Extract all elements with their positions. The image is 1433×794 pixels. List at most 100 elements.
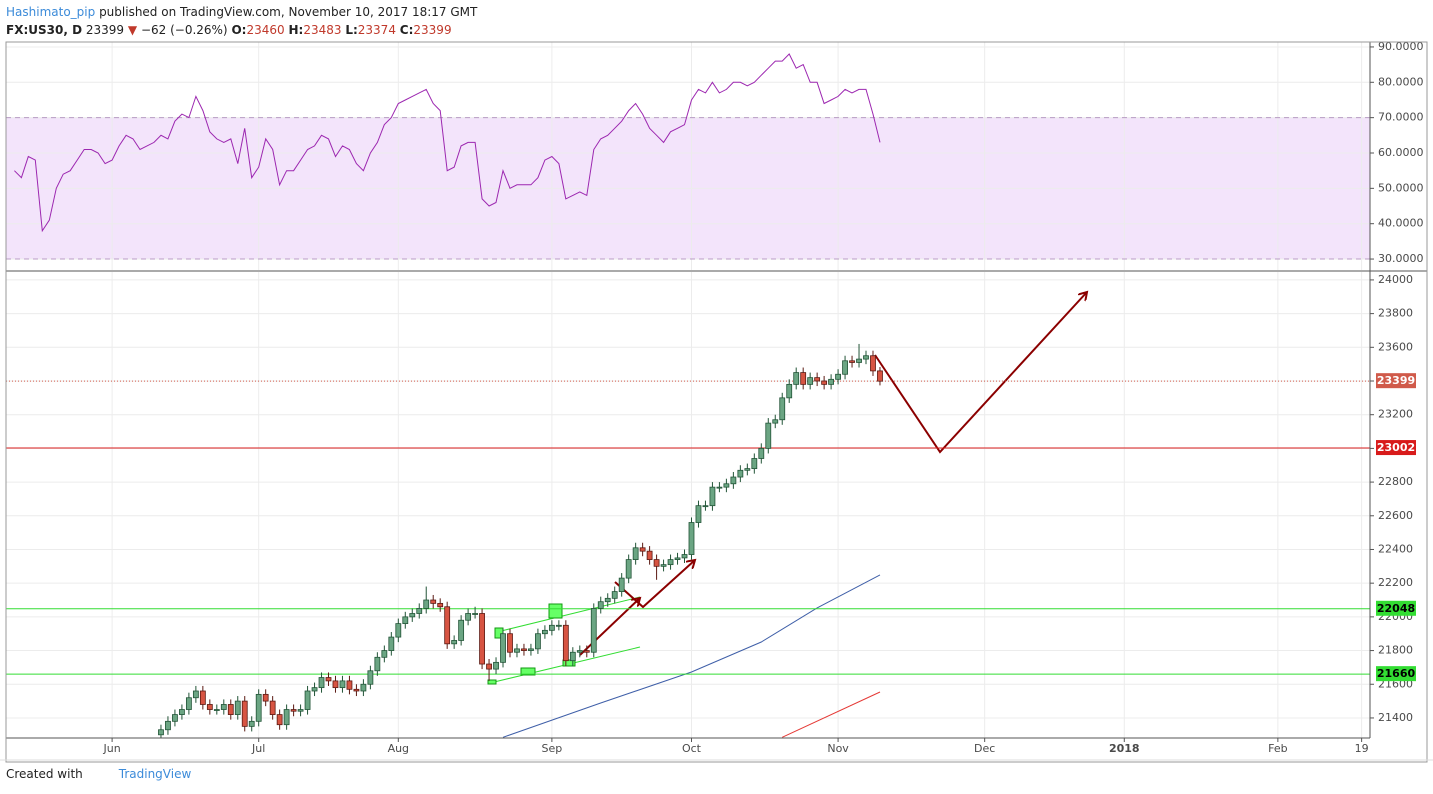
candle-body [528,648,534,651]
frame [5,41,1428,763]
candle-body [632,547,639,560]
open: 23460 [246,23,285,37]
candle-body [332,680,339,689]
y-tick-label: 24000 [1378,273,1413,286]
x-tick-label: Dec [974,742,995,755]
author[interactable]: Hashimato_pip [6,5,96,19]
price-tag [1376,373,1416,389]
change: −62 (−0.26%) [140,23,228,37]
high-label: H: [288,23,304,37]
candle-body [597,601,604,609]
candle-body [667,559,674,566]
arrow [874,292,1087,454]
y-tick-label: 23200 [1378,408,1413,421]
trend-line [496,596,641,633]
candle-body [234,700,241,715]
candle-body [723,483,730,488]
candle-body [451,640,458,645]
candle-body [269,700,276,715]
candle-body [381,650,388,658]
price-tag-label: 23002 [1377,441,1415,454]
y-tick-label: 22200 [1378,576,1413,589]
candle-body [346,680,353,690]
y-tick-label: 22800 [1378,475,1413,488]
candle-body [730,476,737,485]
marker-box [548,603,563,619]
candle-body [541,629,548,635]
candle-body [500,633,506,663]
candle-body [702,505,709,508]
candle-body [779,397,786,421]
candle-body [472,613,478,615]
candle-body [430,599,437,604]
price-tag-label: 23399 [1377,374,1415,387]
candle-body [800,372,807,385]
y-tick-label: 80.0000 [1378,75,1424,88]
x-tick-label: Oct [682,742,702,755]
y-tick-label: 70.0000 [1378,111,1424,124]
candle-body [444,606,451,645]
candle-body [185,697,192,710]
candle-body [507,633,513,653]
candle-body [360,683,367,692]
candle-body [576,650,583,653]
low-label: L: [345,23,358,37]
y-tick-label: 40.0000 [1378,217,1424,230]
candle-body [863,355,869,360]
candle-body [514,648,520,653]
candle-body [681,554,688,559]
price-tag [1376,600,1416,616]
candle-body [158,729,164,736]
candle-body [548,624,555,631]
candle-body [325,677,332,682]
candle-body [618,577,625,592]
moving-average [502,574,881,738]
x-tick-label: 2018 [1109,742,1140,755]
candle-body [828,378,835,385]
open-label: O: [231,23,247,37]
rsi-line [14,53,881,233]
candle-body [486,663,492,670]
high: 23483 [303,23,342,37]
candle-body [695,505,702,523]
symbol: FX:US30, D [6,23,83,37]
brand-link[interactable]: TradingView [118,767,192,781]
candle-body [248,720,255,727]
candle-body [367,670,374,685]
candle-body [583,650,590,653]
candle-body [241,700,248,727]
candle-body [493,661,499,670]
candle-body [814,377,821,382]
candle-body [172,714,178,722]
y-tick-label: 50.0000 [1378,181,1424,194]
price-tag [1376,440,1416,456]
moving-average [781,691,881,738]
candle-body [395,623,402,638]
candle-body [535,633,541,650]
candle-body [751,458,758,470]
footer-text: Created with [6,767,83,781]
candle-body [304,690,311,710]
candle-body [437,602,444,608]
candle-body [737,469,744,478]
x-tick-label: 19 [1355,742,1369,755]
drawings [487,292,1087,685]
candle-body [744,468,751,471]
x-tick-label: Sep [542,742,563,755]
candle-body [227,704,234,715]
candle-body [555,624,562,627]
marker-box [562,659,576,667]
marker-box [487,679,497,685]
candle-body [849,360,855,363]
candle-body [409,613,416,618]
close: 23399 [413,23,452,37]
candle-body [262,693,269,702]
candle-body [639,547,646,552]
candle-body [590,608,597,653]
candle-body [206,704,213,710]
x-tick-label: Nov [827,742,849,755]
candle-body [255,693,262,722]
y-tick-label: 30.0000 [1378,252,1424,265]
last: 23399 [85,23,125,37]
